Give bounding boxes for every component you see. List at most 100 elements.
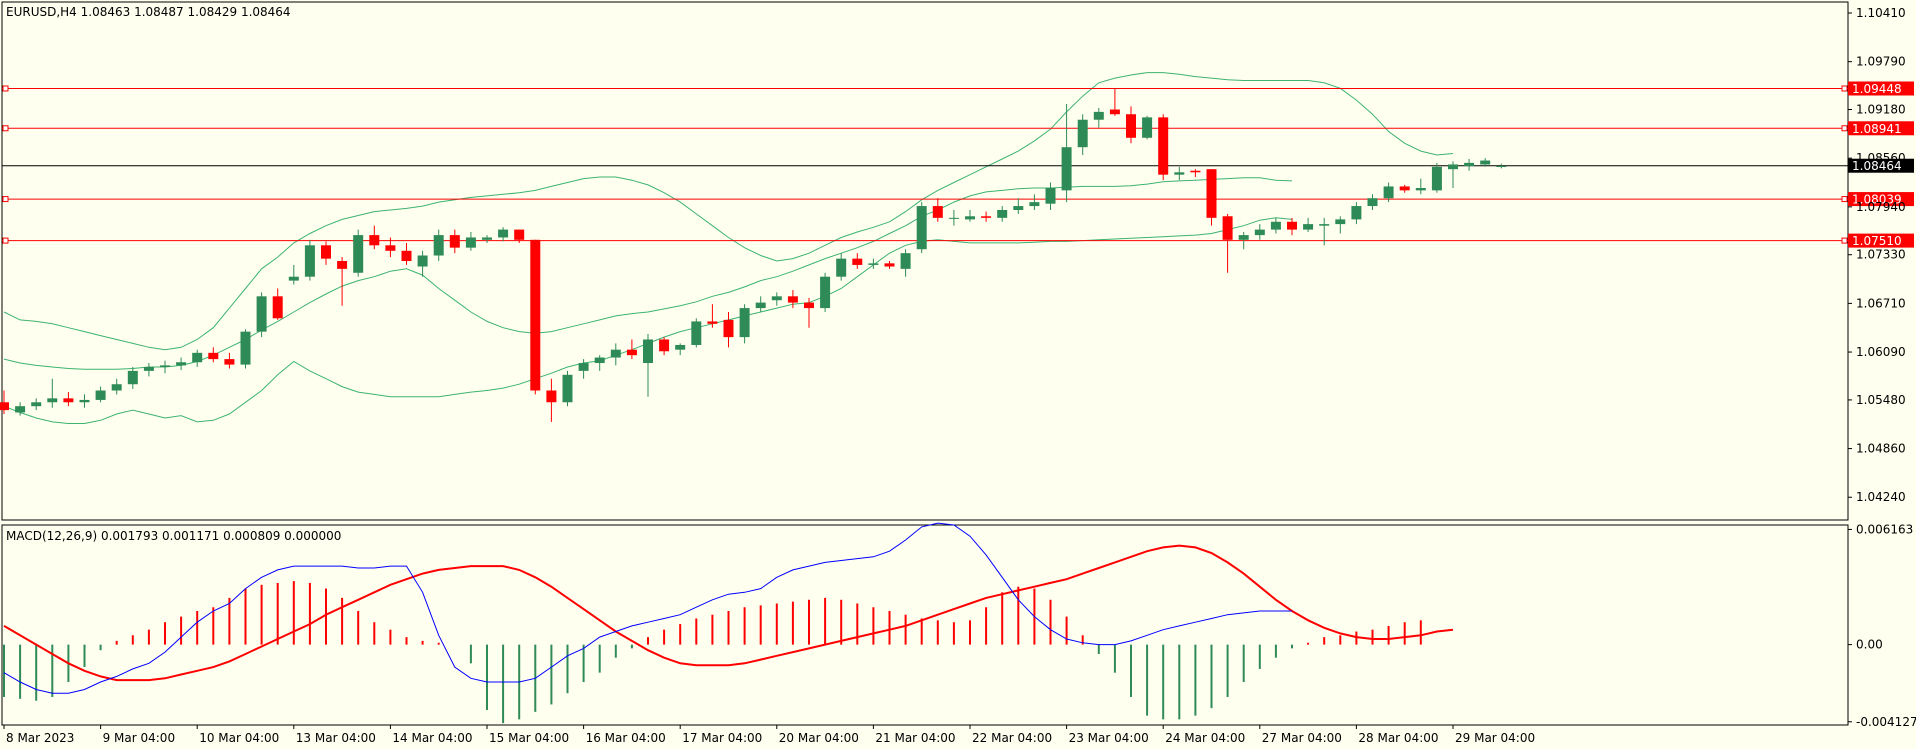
time-tick-label: 9 Mar 04:00 [103,731,176,745]
candle-bull [1351,206,1362,220]
candle-bear [546,390,557,403]
level-tag-bg [1848,233,1914,248]
price-panel[interactable] [1,1,1849,521]
candle-bear [884,263,895,267]
price-tick-label: 1.07940 [1856,200,1906,214]
candle-bull [111,384,122,391]
candle-bear [1109,109,1120,115]
candle-bull [1254,229,1265,236]
level-tag-bg [1848,121,1914,136]
price-tick-label: 1.05480 [1856,393,1906,407]
candle-bull [1448,164,1458,170]
candle-bear [1222,216,1233,240]
candle-bear [449,235,460,248]
candle-bear [1206,169,1217,218]
candle-bear [787,296,798,303]
time-tick-label: 27 Mar 04:00 [1262,731,1342,745]
candle-bull [1174,172,1185,175]
candle-bull [417,255,428,267]
candle-bear [1158,117,1169,175]
candle-bull [160,365,170,367]
candle-bull [578,363,589,371]
candle-bull [1013,206,1024,210]
time-tick-label: 15 Mar 04:00 [489,731,569,745]
candle-bear [659,339,670,352]
candle-bull [192,352,203,363]
candle-bear [514,229,525,240]
symbol-header: EURUSD,H4 1.08463 1.08487 1.08429 1.0846… [6,5,291,19]
candle-bull [1335,219,1346,225]
candle-bull [176,362,187,366]
time-tick-label: 13 Mar 04:00 [296,731,376,745]
candle-bull [1383,186,1394,199]
level-handle-left [2,237,9,244]
candle-bear [626,349,637,356]
candle-bear [981,216,992,218]
time-tick-label: 16 Mar 04:00 [586,731,666,745]
current-price-tag: 1.08464 [1852,159,1902,173]
time-tick-label: 24 Mar 04:00 [1165,731,1245,745]
candle-bear [932,206,943,218]
candle-bull [256,296,267,332]
macd-tick-label: -0.004127 [1856,715,1916,729]
candle-bull [1029,202,1040,207]
level-tag-label: 1.08941 [1852,122,1902,136]
time-tick-label: 21 Mar 04:00 [875,731,955,745]
candle-bear [804,302,814,309]
level-handle-right [1841,237,1848,244]
candle-bull [353,235,364,273]
level-tag-label: 1.08039 [1852,193,1902,207]
candle-bull [771,296,782,301]
level-tag-label: 1.07510 [1852,234,1902,248]
macd-label: MACD(12,26,9) 0.001793 0.001171 0.000809… [6,529,341,543]
candle-bear [63,398,74,403]
candle-bear [385,245,396,251]
candle-bull [836,258,847,277]
candle-bull [739,308,750,338]
macd-signal-line [3,544,1454,682]
level-handle-left [2,85,9,92]
level-tag-bg [1848,81,1914,96]
candle-bear [852,258,863,265]
candle-bull [1270,221,1281,230]
candle-bull [1238,235,1249,240]
candle-bear [321,245,331,259]
candle-bull [1496,166,1507,168]
level-handle-left [2,196,9,203]
candle-bull [1061,147,1072,191]
price-tick-label: 1.06090 [1856,345,1906,359]
time-tick-label: 23 Mar 04:00 [1069,731,1149,745]
candle-bull [465,237,476,248]
candle-bear [1190,170,1201,173]
candle-bull [304,245,315,277]
candle-bear [0,402,9,411]
candle-bull [47,398,58,403]
candle-bull [1093,111,1104,120]
price-tick-label: 1.10410 [1856,6,1906,20]
level-tag-label: 1.09448 [1852,82,1902,96]
candle-bull [1045,188,1056,204]
level-handle-right [1841,85,1848,92]
candle-bull [675,344,686,350]
candle-bull [498,229,509,238]
candle-bull [562,374,573,403]
candle-bull [433,235,444,256]
current-price-tag-bg [1848,158,1914,173]
candle-bull [127,370,138,385]
bollinger-upper [3,72,1454,351]
candle-bull [594,357,605,364]
time-tick-label: 10 Mar 04:00 [199,731,279,745]
candle-bull [610,349,621,358]
price-tick-label: 1.04240 [1856,490,1906,504]
price-tick-label: 1.09180 [1856,103,1906,117]
price-tick-label: 1.04860 [1856,442,1906,456]
candle-bull [288,276,299,281]
candle-bear [337,261,348,269]
macd-panel[interactable] [1,524,1849,726]
level-handle-right [1841,196,1848,203]
candle-bear [224,359,235,365]
time-tick-label: 20 Mar 04:00 [779,731,859,745]
candle-bull [1464,162,1475,167]
macd-tick-label: 0.006163 [1856,522,1913,536]
candle-bear [369,235,380,246]
